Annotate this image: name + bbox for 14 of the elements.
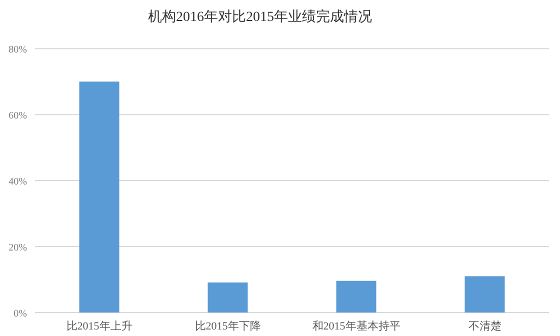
bar: [208, 282, 248, 312]
x-tick-label: 和2015年基本持平: [312, 320, 400, 332]
chart-title: 机构2016年对比2015年业绩完成情况: [148, 9, 372, 25]
x-tick-label: 比2015年上升: [66, 320, 132, 332]
y-tick-label: 80%: [8, 44, 27, 56]
y-tick-label: 20%: [8, 242, 27, 254]
bar: [79, 82, 120, 312]
x-tick-label: 比2015年下降: [194, 320, 261, 332]
y-tick-label: 0%: [14, 308, 27, 320]
y-tick-label: 60%: [8, 110, 27, 122]
bar: [336, 280, 376, 312]
x-tick-label: 不清楚: [468, 320, 502, 332]
bar: [464, 276, 505, 312]
y-tick-label: 40%: [8, 176, 27, 188]
